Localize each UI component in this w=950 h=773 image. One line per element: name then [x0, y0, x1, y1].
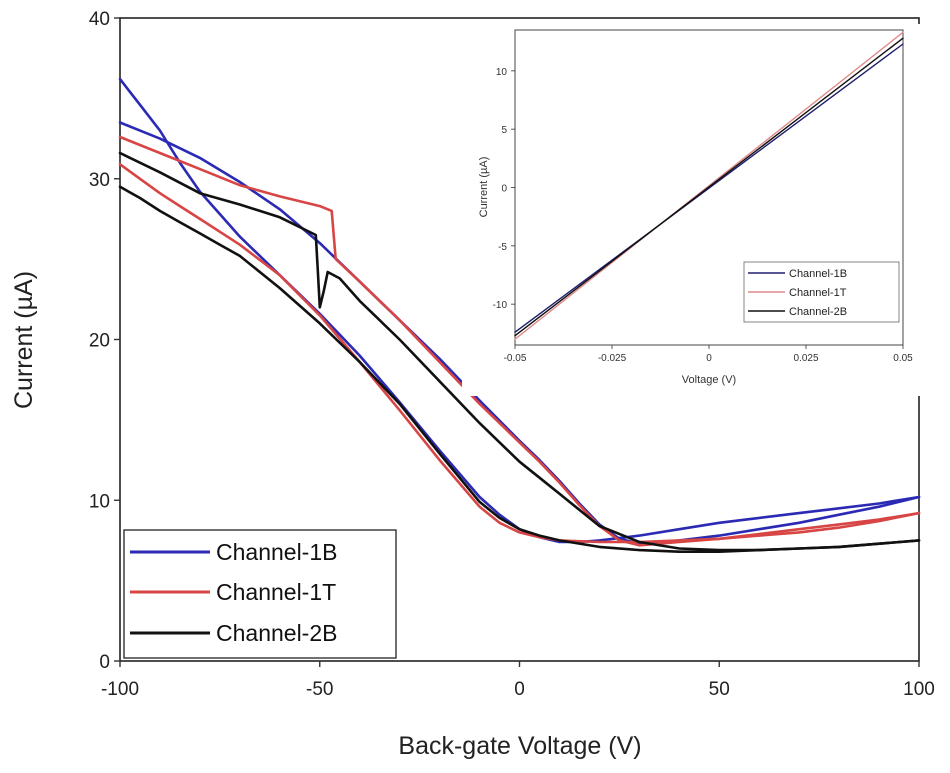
- main-y-ticks: 0 10 20 30 40: [89, 9, 120, 673]
- inset-plot: -0.05 -0.025 0 0.025 0.05 -10 -5 0 5 10 Voltage …: [462, 24, 940, 396]
- main-series-group: [118, 77, 921, 553]
- main-x-tick-label: -100: [101, 679, 139, 700]
- inset-x-ticks: -0.05 -0.025 0 0.025 0.05: [504, 345, 913, 364]
- legend-label-channel-2b: Channel-2B: [216, 620, 337, 646]
- inset-x-tick-label: 0: [706, 353, 712, 364]
- main-x-tick-label: 50: [709, 679, 730, 700]
- main-series-channel-2b-reverse-5: [118, 151, 921, 552]
- main-x-tick-label: 0: [514, 679, 525, 700]
- inset-x-tick-label: -0.025: [598, 353, 627, 364]
- inset-series-channel-2b-2: [514, 37, 904, 337]
- main-x-axis-title: Back-gate Voltage (V): [398, 732, 641, 760]
- main-y-tick-label: 40: [89, 9, 110, 30]
- main-y-tick-label: 0: [99, 652, 110, 673]
- legend-label-channel-1b: Channel-1B: [216, 539, 337, 565]
- inset-x-tick-label: -0.05: [504, 353, 527, 364]
- main-series-channel-1b-0: [118, 77, 921, 544]
- inset-x-axis-title: Voltage (V): [682, 374, 736, 386]
- main-y-axis-title: Current (µA): [10, 271, 38, 409]
- main-series-channel-1t-reverse-3: [118, 135, 921, 547]
- inset-y-tick-label: -5: [498, 242, 507, 253]
- inset-y-tick-label: 10: [496, 67, 508, 78]
- main-y-tick-label: 10: [89, 491, 110, 512]
- legend-label-channel-1t: Channel-1T: [216, 579, 336, 605]
- inset-legend-label-channel-1b: Channel-1B: [789, 268, 847, 280]
- main-y-tick-label: 20: [89, 331, 110, 352]
- main-x-tick-label: 100: [903, 679, 935, 700]
- inset-legend: Channel-1B Channel-1T Channel-2B: [743, 261, 900, 323]
- inset-series-channel-1b-0: [514, 43, 904, 333]
- main-y-tick-label: 30: [89, 170, 110, 191]
- inset-y-tick-label: -10: [493, 300, 508, 311]
- main-legend: Channel-1B Channel-1T Channel-2B: [123, 529, 397, 659]
- inset-x-tick-label: 0.025: [793, 353, 818, 364]
- inset-background: [462, 24, 940, 396]
- inset-y-tick-label: 0: [501, 184, 507, 195]
- inset-y-ticks: -10 -5 0 5 10: [493, 67, 515, 311]
- inset-series-channel-1t-1: [514, 31, 904, 340]
- inset-y-tick-label: 5: [501, 125, 507, 136]
- main-series-channel-1t-2: [118, 163, 921, 544]
- inset-series-group: [514, 31, 904, 340]
- main-x-tick-label: -50: [306, 679, 333, 700]
- inset-x-tick-label: 0.05: [893, 353, 913, 364]
- inset-legend-label-channel-1t: Channel-1T: [789, 287, 847, 299]
- main-x-ticks: -100 -50 0 50 100: [101, 661, 935, 700]
- inset-legend-label-channel-2b: Channel-2B: [789, 306, 847, 318]
- inset-y-axis-title: Current (µA): [478, 157, 490, 218]
